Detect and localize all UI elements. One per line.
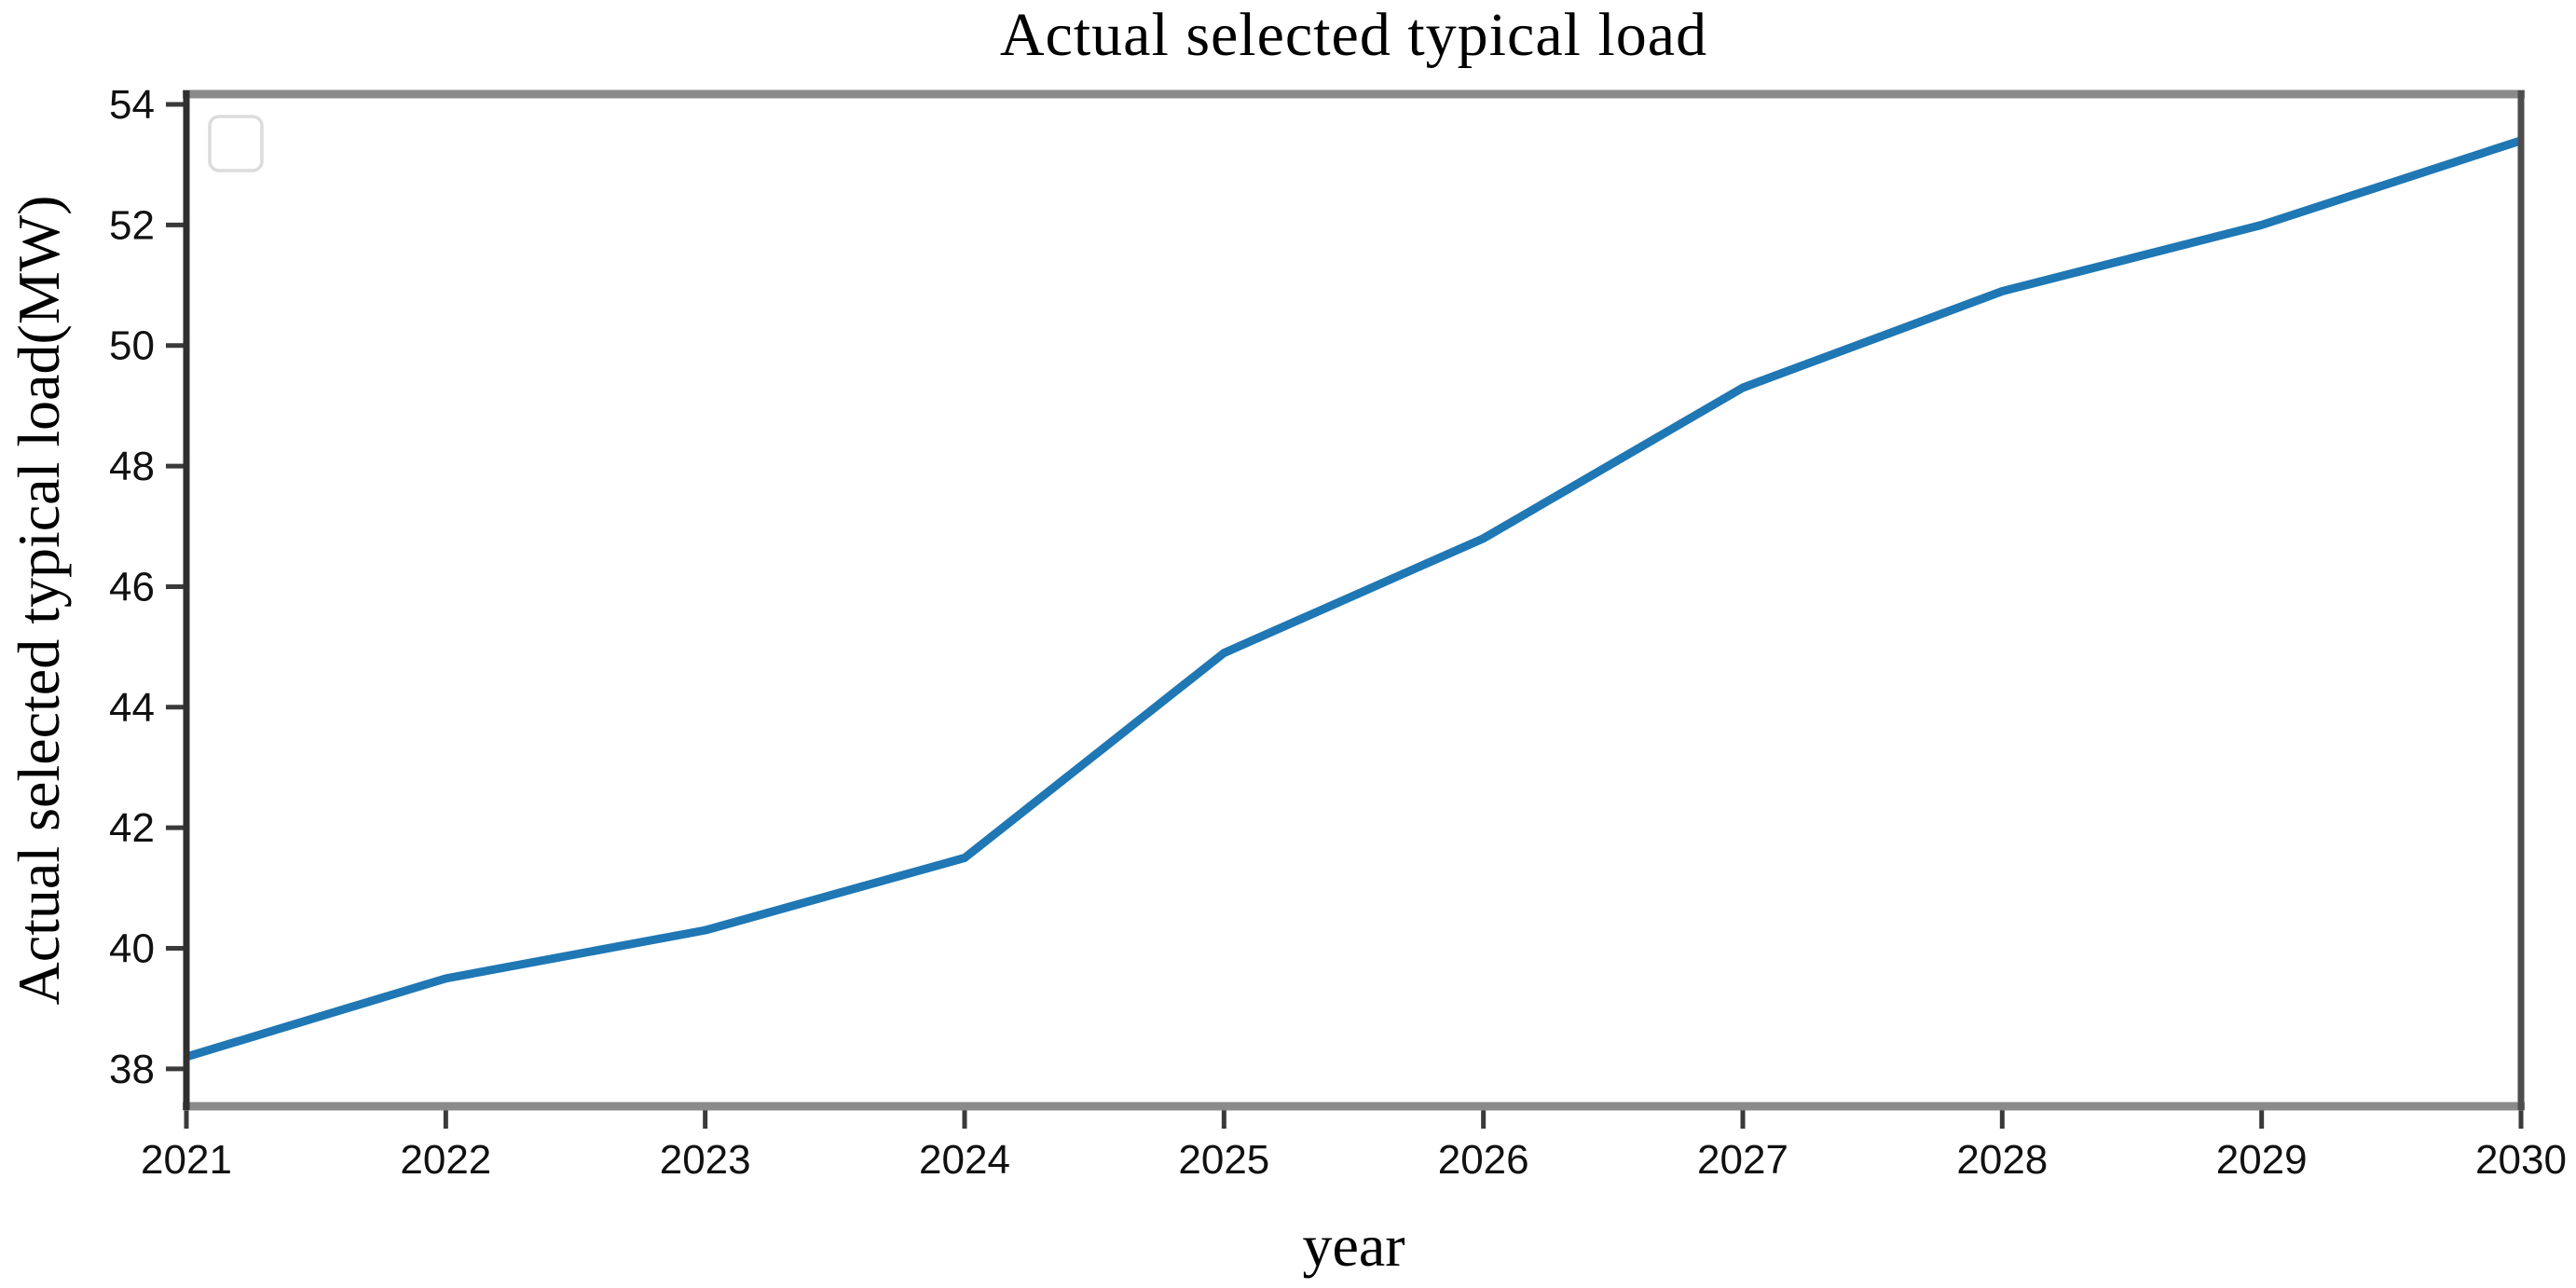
y-tick-label: 50 <box>109 323 155 369</box>
y-tick-label: 52 <box>109 202 155 248</box>
x-tick-label: 2025 <box>1178 1137 1269 1183</box>
x-tick-label: 2030 <box>2475 1137 2567 1183</box>
x-tick-label: 2026 <box>1438 1137 1529 1183</box>
x-tick-label: 2027 <box>1697 1137 1788 1183</box>
legend-box <box>208 115 264 172</box>
y-tick-label: 46 <box>109 564 155 610</box>
y-tick-label: 40 <box>109 926 155 972</box>
x-tick-label: 2029 <box>2216 1137 2308 1183</box>
y-tick-label: 48 <box>109 444 155 489</box>
y-tick-label: 54 <box>109 82 155 128</box>
x-tick-label: 2021 <box>141 1137 232 1183</box>
x-tick-label: 2024 <box>919 1137 1010 1183</box>
x-tick-label: 2028 <box>1956 1137 2048 1183</box>
chart-title: Actual selected typical load <box>999 1 1708 69</box>
x-tick-label: 2023 <box>660 1137 751 1183</box>
y-tick-label: 44 <box>109 685 155 731</box>
y-tick-label: 38 <box>109 1047 155 1092</box>
x-tick-label: 2022 <box>400 1137 491 1183</box>
load-line <box>185 136 2523 1062</box>
x-axis-label: year <box>1302 1213 1405 1279</box>
y-tick-label: 42 <box>109 805 155 851</box>
